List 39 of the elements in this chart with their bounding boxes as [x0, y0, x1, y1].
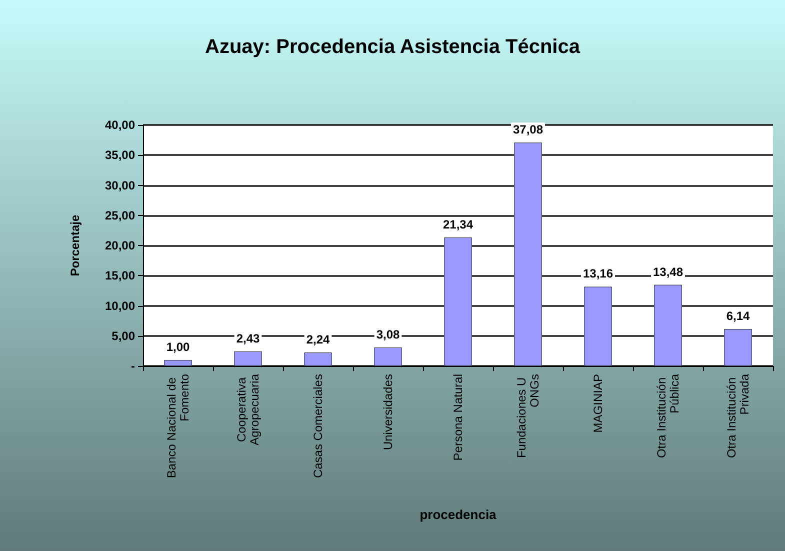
x-tick-label: Otra Institución Privada — [724, 374, 752, 458]
data-label: 37,08 — [512, 122, 544, 137]
x-tick-label: Persona Natural — [451, 374, 465, 461]
data-label: 6,14 — [726, 309, 750, 324]
x-tick-label: Cooperativa Agropecuaria — [234, 374, 262, 446]
data-label: 21,34 — [442, 217, 474, 232]
chart-title: Azuay: Procedencia Asistencia Técnica — [205, 36, 581, 58]
y-tick-label: - — [131, 359, 135, 373]
bar — [444, 237, 472, 366]
x-tick-label: Banco Nacional de Fomento — [164, 374, 192, 478]
bar — [374, 347, 402, 366]
x-tick-label: Casas Comerciales — [311, 374, 325, 478]
y-tick-label: 40,00 — [104, 118, 136, 132]
data-label: 2,24 — [306, 332, 330, 347]
data-label: 3,08 — [376, 327, 400, 342]
x-tick-label: MAGINIAP — [591, 374, 605, 433]
bar — [304, 352, 332, 366]
y-tick-label: 15,00 — [104, 268, 136, 283]
y-axis-title: Porcentaje — [68, 214, 82, 276]
y-tick-label: 10,00 — [104, 298, 136, 313]
y-tick-label: 5,00 — [112, 328, 136, 343]
bar — [234, 351, 262, 366]
bar — [584, 286, 612, 366]
bar — [514, 142, 542, 366]
x-tick-label: Fundaciones U ONGs — [514, 374, 542, 458]
x-tick-label: Otra Institución Pública — [654, 374, 682, 458]
bar — [654, 284, 682, 366]
x-axis-title: procedencia — [420, 507, 498, 522]
data-label: 1,00 — [166, 340, 190, 354]
data-label: 13,16 — [582, 266, 614, 281]
bar — [164, 360, 192, 366]
y-tick-label: 25,00 — [104, 208, 136, 222]
data-label: 13,48 — [652, 264, 684, 279]
x-tick-label: Universidades — [381, 374, 395, 450]
y-tick-label: 20,00 — [104, 238, 136, 252]
y-tick-label: 35,00 — [104, 148, 136, 162]
data-label: 2,43 — [236, 331, 260, 346]
bar — [724, 329, 752, 366]
y-tick-label: 30,00 — [104, 178, 136, 192]
